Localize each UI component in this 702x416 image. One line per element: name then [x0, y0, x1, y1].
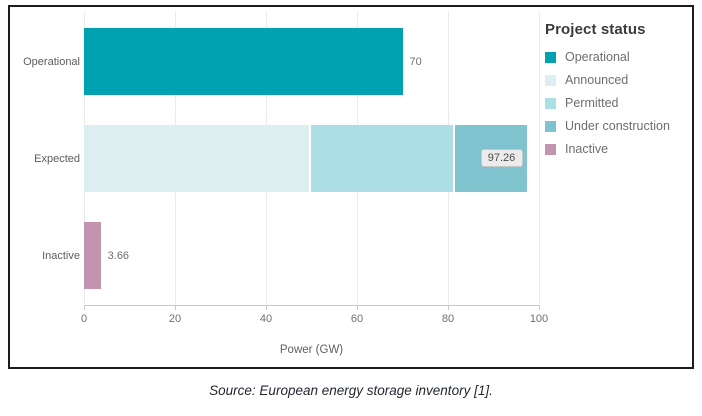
x-axis-title: Power (GW) [279, 344, 344, 356]
legend-item-label: Announced [565, 73, 629, 87]
source-caption: Source: European energy storage inventor… [209, 383, 493, 398]
x-tick-label: 0 [80, 313, 88, 325]
legend-item-label: Inactive [565, 142, 609, 156]
bar-segment-permitted [309, 125, 453, 192]
legend-item-label: Under construction [565, 119, 670, 133]
axis-tick [356, 305, 358, 310]
legend-item-label: Operational [565, 50, 630, 64]
axis-tick [174, 305, 176, 310]
legend-items: Operational Announced Permitted Under const… [545, 50, 695, 156]
legend-swatch-icon [545, 143, 556, 155]
x-tick-label: 40 [259, 313, 273, 325]
bar-value-label: 97.26 [480, 148, 523, 167]
category-label: Inactive [42, 249, 80, 262]
x-tick-label: 60 [350, 313, 364, 325]
plot-area: 0 20 40 60 80 100 Operational 70 Expected 97.26 In… [10, 7, 692, 367]
legend-item-operational: Operational [545, 50, 695, 64]
legend-item-announced: Announced [545, 73, 695, 87]
bar-value-label: 3.66 [107, 249, 130, 262]
legend-item-inactive: Inactive [545, 142, 695, 156]
bar-segment-operational [84, 28, 403, 95]
legend-swatch-icon [545, 97, 556, 109]
x-tick-label: 80 [441, 313, 455, 325]
legend-item-label: Permitted [565, 96, 619, 110]
legend-item-permitted: Permitted [545, 96, 695, 110]
bar-value-label: 70 [409, 55, 422, 68]
x-tick-label: 20 [168, 313, 182, 325]
x-tick-label: 100 [529, 313, 549, 325]
legend-title: Project status [545, 21, 646, 38]
bar-segment-announced [84, 125, 310, 192]
category-label: Operational [23, 55, 80, 68]
x-axis-line [84, 305, 539, 306]
category-label: Expected [34, 152, 80, 165]
legend-swatch-icon [545, 51, 556, 63]
axis-tick [83, 305, 85, 310]
axis-tick [538, 305, 540, 310]
bar-segment-inactive [84, 222, 101, 289]
legend-item-under-construction: Under construction [545, 119, 695, 133]
gridline [538, 12, 540, 305]
legend-swatch-icon [545, 74, 556, 86]
axis-tick [447, 305, 449, 310]
axis-tick [265, 305, 267, 310]
legend: Project status Operational Announced Permi… [545, 21, 695, 165]
chart-figure: 0 20 40 60 80 100 Operational 70 Expected 97.26 In… [8, 5, 694, 369]
legend-swatch-icon [545, 120, 556, 132]
